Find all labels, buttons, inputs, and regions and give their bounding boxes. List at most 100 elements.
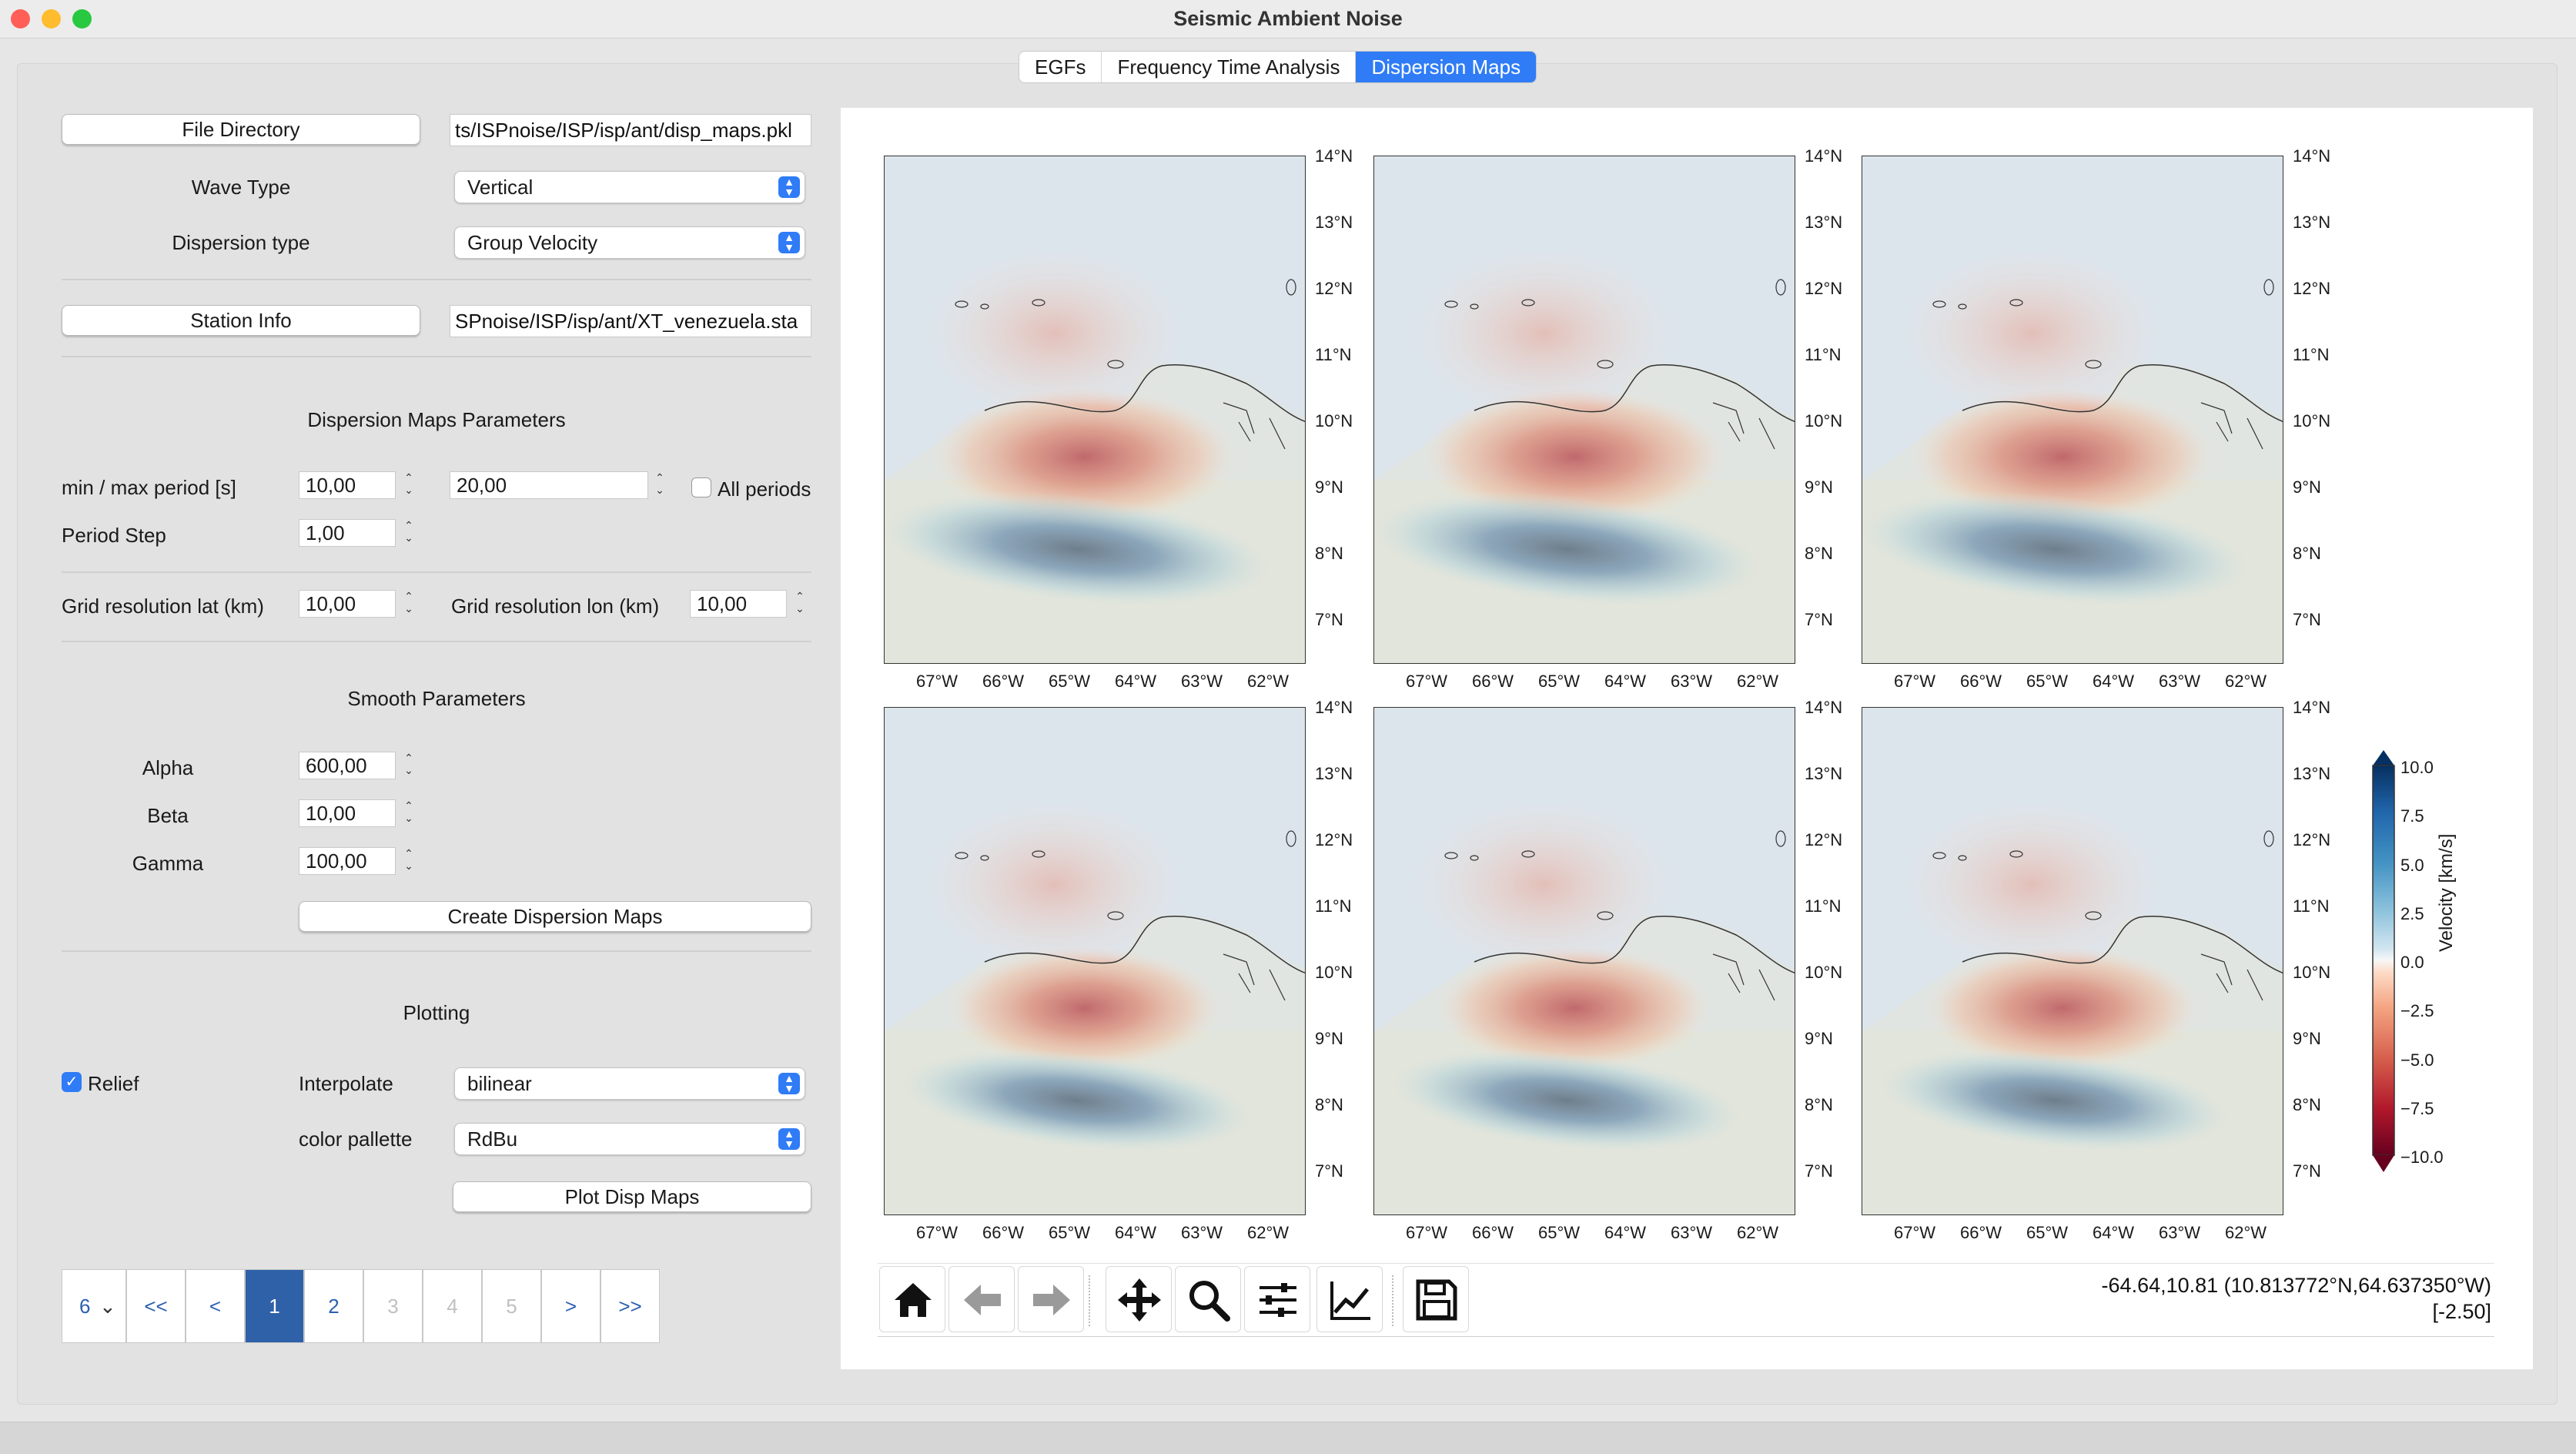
wave-type-label: Wave Type [191, 176, 291, 199]
lat-tick-label: 14°N [1805, 698, 1843, 717]
map-field [1862, 156, 2283, 663]
lat-tick-label: 13°N [1315, 213, 1353, 232]
dispersion-map-6[interactable] [1862, 707, 2283, 1215]
lat-tick-label: 9°N [1315, 1029, 1343, 1048]
lon-tick-label: 66°W [982, 672, 1025, 691]
axes-button[interactable] [1316, 1266, 1383, 1332]
colorbar-tick-label: 5.0 [2400, 855, 2424, 875]
lon-tick-label: 67°W [916, 672, 958, 691]
updown-chevron-icon: ▲ ▼ [778, 1073, 800, 1094]
lat-tick-label: 11°N [2293, 345, 2330, 364]
max-period-input[interactable]: 20,00 [450, 471, 648, 499]
page-1-button[interactable]: 1 [245, 1269, 304, 1343]
page-4-button[interactable]: 4 [423, 1269, 482, 1343]
period-step-input[interactable]: 1,00 [299, 519, 396, 547]
zoom-button[interactable] [1175, 1266, 1241, 1332]
wave-type-select[interactable]: Vertical ▲ ▼ [454, 171, 805, 203]
lat-tick-label: 8°N [1805, 1095, 1833, 1114]
lon-tick-label: 63°W [1671, 672, 1713, 691]
title-bar: Seismic Ambient Noise [0, 0, 2576, 39]
beta-stepper[interactable]: ⌃ ⌄ [404, 799, 413, 824]
divider [62, 571, 811, 573]
all-periods-checkbox[interactable] [691, 477, 711, 498]
colorbar-extend-down [2373, 1155, 2394, 1172]
tab-egfs[interactable]: EGFs [1019, 52, 1102, 82]
lat-tick-label: 10°N [1805, 411, 1843, 431]
lon-tick-label: 66°W [1472, 672, 1514, 691]
lon-tick-label: 64°W [1604, 1223, 1647, 1242]
lat-tick-label: 12°N [1805, 830, 1843, 849]
dispersion-map-4[interactable] [884, 707, 1306, 1215]
alpha-input[interactable]: 600,00 [299, 752, 396, 779]
subplots-button[interactable] [1244, 1266, 1310, 1332]
beta-input[interactable]: 10,00 [299, 799, 396, 827]
grid-lon-stepper[interactable]: ⌃ ⌄ [795, 590, 805, 615]
lat-tick-label: 7°N [2293, 610, 2321, 629]
page-3-button[interactable]: 3 [363, 1269, 423, 1343]
colorbar-tick-label: −10.0 [2400, 1147, 2444, 1167]
interpolate-label: Interpolate [299, 1072, 393, 1095]
save-button[interactable] [1403, 1266, 1469, 1332]
zoom-window-button[interactable] [72, 9, 92, 28]
lat-tick-label: 13°N [2293, 213, 2331, 232]
tab-dispersion-maps[interactable]: Dispersion Maps [1356, 52, 1537, 82]
grid-lat-input[interactable]: 10,00 [299, 590, 396, 618]
alpha-stepper[interactable]: ⌃ ⌄ [404, 752, 413, 776]
min-period-stepper[interactable]: ⌃ ⌄ [404, 471, 413, 496]
back-arrow-icon [964, 1285, 1001, 1315]
forward-button[interactable] [1018, 1266, 1084, 1332]
lon-tick-label: 65°W [1538, 1223, 1581, 1242]
lon-tick-label: 64°W [2093, 672, 2135, 691]
smooth-params-title: Smooth Parameters [347, 687, 526, 710]
interpolate-select[interactable]: bilinear ▲ ▼ [454, 1067, 805, 1100]
station-info-path-field[interactable]: SPnoise/ISP/isp/ant/XT_venezuela.sta [450, 305, 811, 337]
pan-button[interactable] [1106, 1266, 1172, 1332]
lat-tick-label: 7°N [2293, 1161, 2321, 1181]
file-directory-path-field[interactable]: ts/ISPnoise/ISP/isp/ant/disp_maps.pkl [450, 114, 811, 146]
first-page-button[interactable]: << [126, 1269, 186, 1343]
lat-tick-label: 8°N [1315, 1095, 1343, 1114]
grid-lon-input[interactable]: 10,00 [690, 590, 787, 618]
period-step-stepper[interactable]: ⌃ ⌄ [404, 519, 413, 544]
next-page-button[interactable]: > [541, 1269, 601, 1343]
station-info-button[interactable]: Station Info [62, 305, 420, 336]
lon-tick-label: 63°W [1181, 672, 1223, 691]
lon-tick-label: 62°W [2225, 1223, 2267, 1242]
lat-tick-label: 8°N [2293, 1095, 2321, 1114]
prev-page-button[interactable]: < [186, 1269, 245, 1343]
map-field [885, 708, 1305, 1214]
page-size-select[interactable]: 6 ⌄ [62, 1269, 126, 1343]
min-period-input[interactable]: 10,00 [299, 471, 396, 499]
map-field [1374, 708, 1795, 1214]
back-button[interactable] [948, 1266, 1015, 1332]
lon-tick-label: 65°W [1538, 672, 1581, 691]
dispersion-map-2[interactable] [1373, 156, 1795, 664]
relief-checkbox[interactable]: ✓ [62, 1072, 82, 1092]
dispersion-map-1[interactable] [884, 156, 1306, 664]
page-5-button[interactable]: 5 [482, 1269, 541, 1343]
dispersion-type-select[interactable]: Group Velocity ▲ ▼ [454, 226, 805, 259]
interpolate-value: bilinear [467, 1072, 532, 1095]
lon-tick-label: 62°W [1247, 672, 1290, 691]
colorbar-tick-label: 2.5 [2400, 903, 2424, 923]
beta-label: Beta [147, 804, 189, 827]
file-directory-button[interactable]: File Directory [62, 114, 420, 145]
gamma-input[interactable]: 100,00 [299, 847, 396, 875]
create-dispersion-maps-button[interactable]: Create Dispersion Maps [299, 901, 811, 932]
minimize-window-button[interactable] [42, 9, 61, 28]
page-2-button[interactable]: 2 [304, 1269, 363, 1343]
color-palette-select[interactable]: RdBu ▲ ▼ [454, 1123, 805, 1155]
lat-tick-label: 13°N [2293, 764, 2331, 783]
home-button[interactable] [879, 1266, 945, 1332]
max-period-stepper[interactable]: ⌃ ⌄ [655, 471, 664, 496]
plot-disp-maps-button[interactable]: Plot Disp Maps [453, 1181, 811, 1212]
lon-tick-label: 67°W [1894, 672, 1936, 691]
grid-lat-stepper[interactable]: ⌃ ⌄ [404, 590, 413, 615]
tab-frequency-time-analysis[interactable]: Frequency Time Analysis [1102, 52, 1357, 82]
last-page-button[interactable]: >> [601, 1269, 660, 1343]
gamma-stepper[interactable]: ⌃ ⌄ [404, 847, 413, 872]
dispersion-map-3[interactable] [1862, 156, 2283, 664]
close-window-button[interactable] [11, 9, 30, 28]
lat-tick-label: 7°N [1805, 1161, 1833, 1181]
dispersion-map-5[interactable] [1373, 707, 1795, 1215]
